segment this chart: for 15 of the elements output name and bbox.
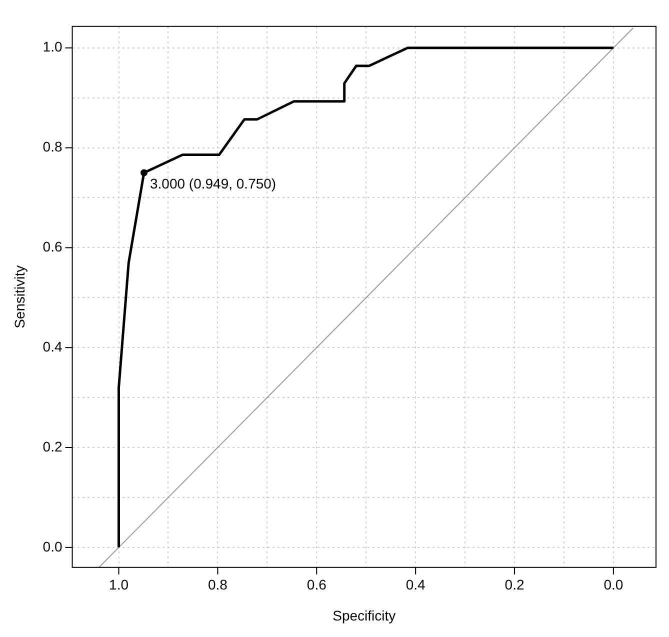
y-tick-label: 1.0 <box>42 38 62 55</box>
x-tick-label: 0.8 <box>208 576 228 593</box>
x-tick-label: 0.2 <box>504 576 524 593</box>
y-tick-label: 0.2 <box>42 438 62 454</box>
x-tick-label: 0.6 <box>306 576 327 593</box>
x-axis-title: Specificity <box>332 607 396 624</box>
y-tick-label: 0.0 <box>42 538 62 554</box>
x-tick-label: 0.4 <box>406 576 426 593</box>
x-tick-label: 1.0 <box>109 576 129 593</box>
x-tick-label: 0.0 <box>604 576 624 593</box>
y-tick-label: 0.8 <box>42 138 62 155</box>
y-tick-label: 0.6 <box>42 238 62 255</box>
annotation: 3.000 (0.949, 0.750) <box>150 176 276 192</box>
y-axis-title: Sensitivity <box>11 265 28 328</box>
y-tick-label: 0.4 <box>42 338 62 354</box>
